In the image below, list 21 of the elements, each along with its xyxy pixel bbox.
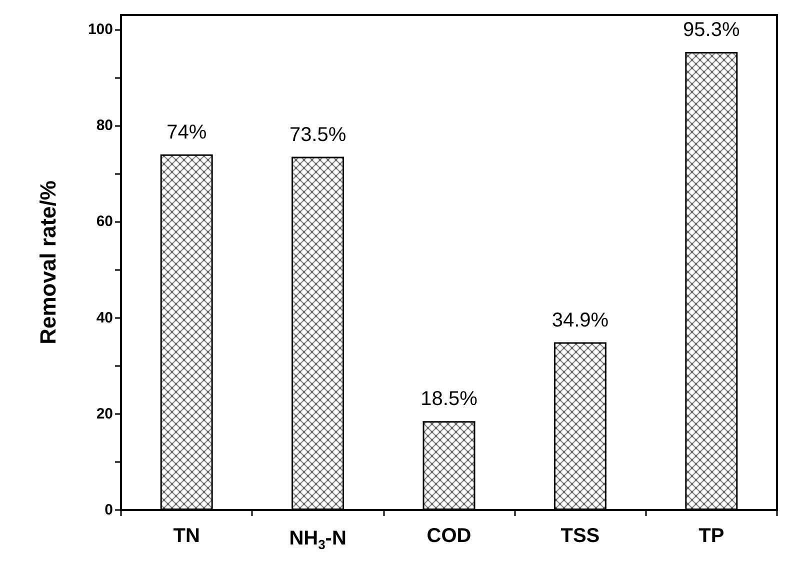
data-label: 34.9% bbox=[552, 309, 609, 332]
y-tick-label: 20 bbox=[96, 405, 113, 422]
y-tick-label: 60 bbox=[96, 213, 113, 230]
x-tick-label: TSS bbox=[560, 525, 600, 547]
y-tick-label: 100 bbox=[88, 20, 113, 38]
bar bbox=[160, 154, 213, 510]
x-tick-label: COD bbox=[426, 525, 472, 547]
bar bbox=[554, 342, 606, 510]
x-tick-label: TP bbox=[698, 525, 724, 547]
data-label: 18.5% bbox=[420, 388, 478, 410]
data-label: 74% bbox=[166, 121, 207, 144]
data-label: 95.3% bbox=[683, 19, 740, 42]
x-tick-label: TN bbox=[173, 525, 200, 547]
y-tick-label: 40 bbox=[96, 309, 113, 326]
y-tick-label: 0 bbox=[104, 502, 113, 518]
y-axis-title: Removal rate/% bbox=[36, 180, 60, 344]
data-label: 73.5% bbox=[289, 124, 346, 146]
bar bbox=[685, 52, 738, 510]
bar bbox=[422, 421, 476, 510]
y-tick-label: 80 bbox=[96, 117, 113, 134]
bar bbox=[292, 156, 344, 510]
